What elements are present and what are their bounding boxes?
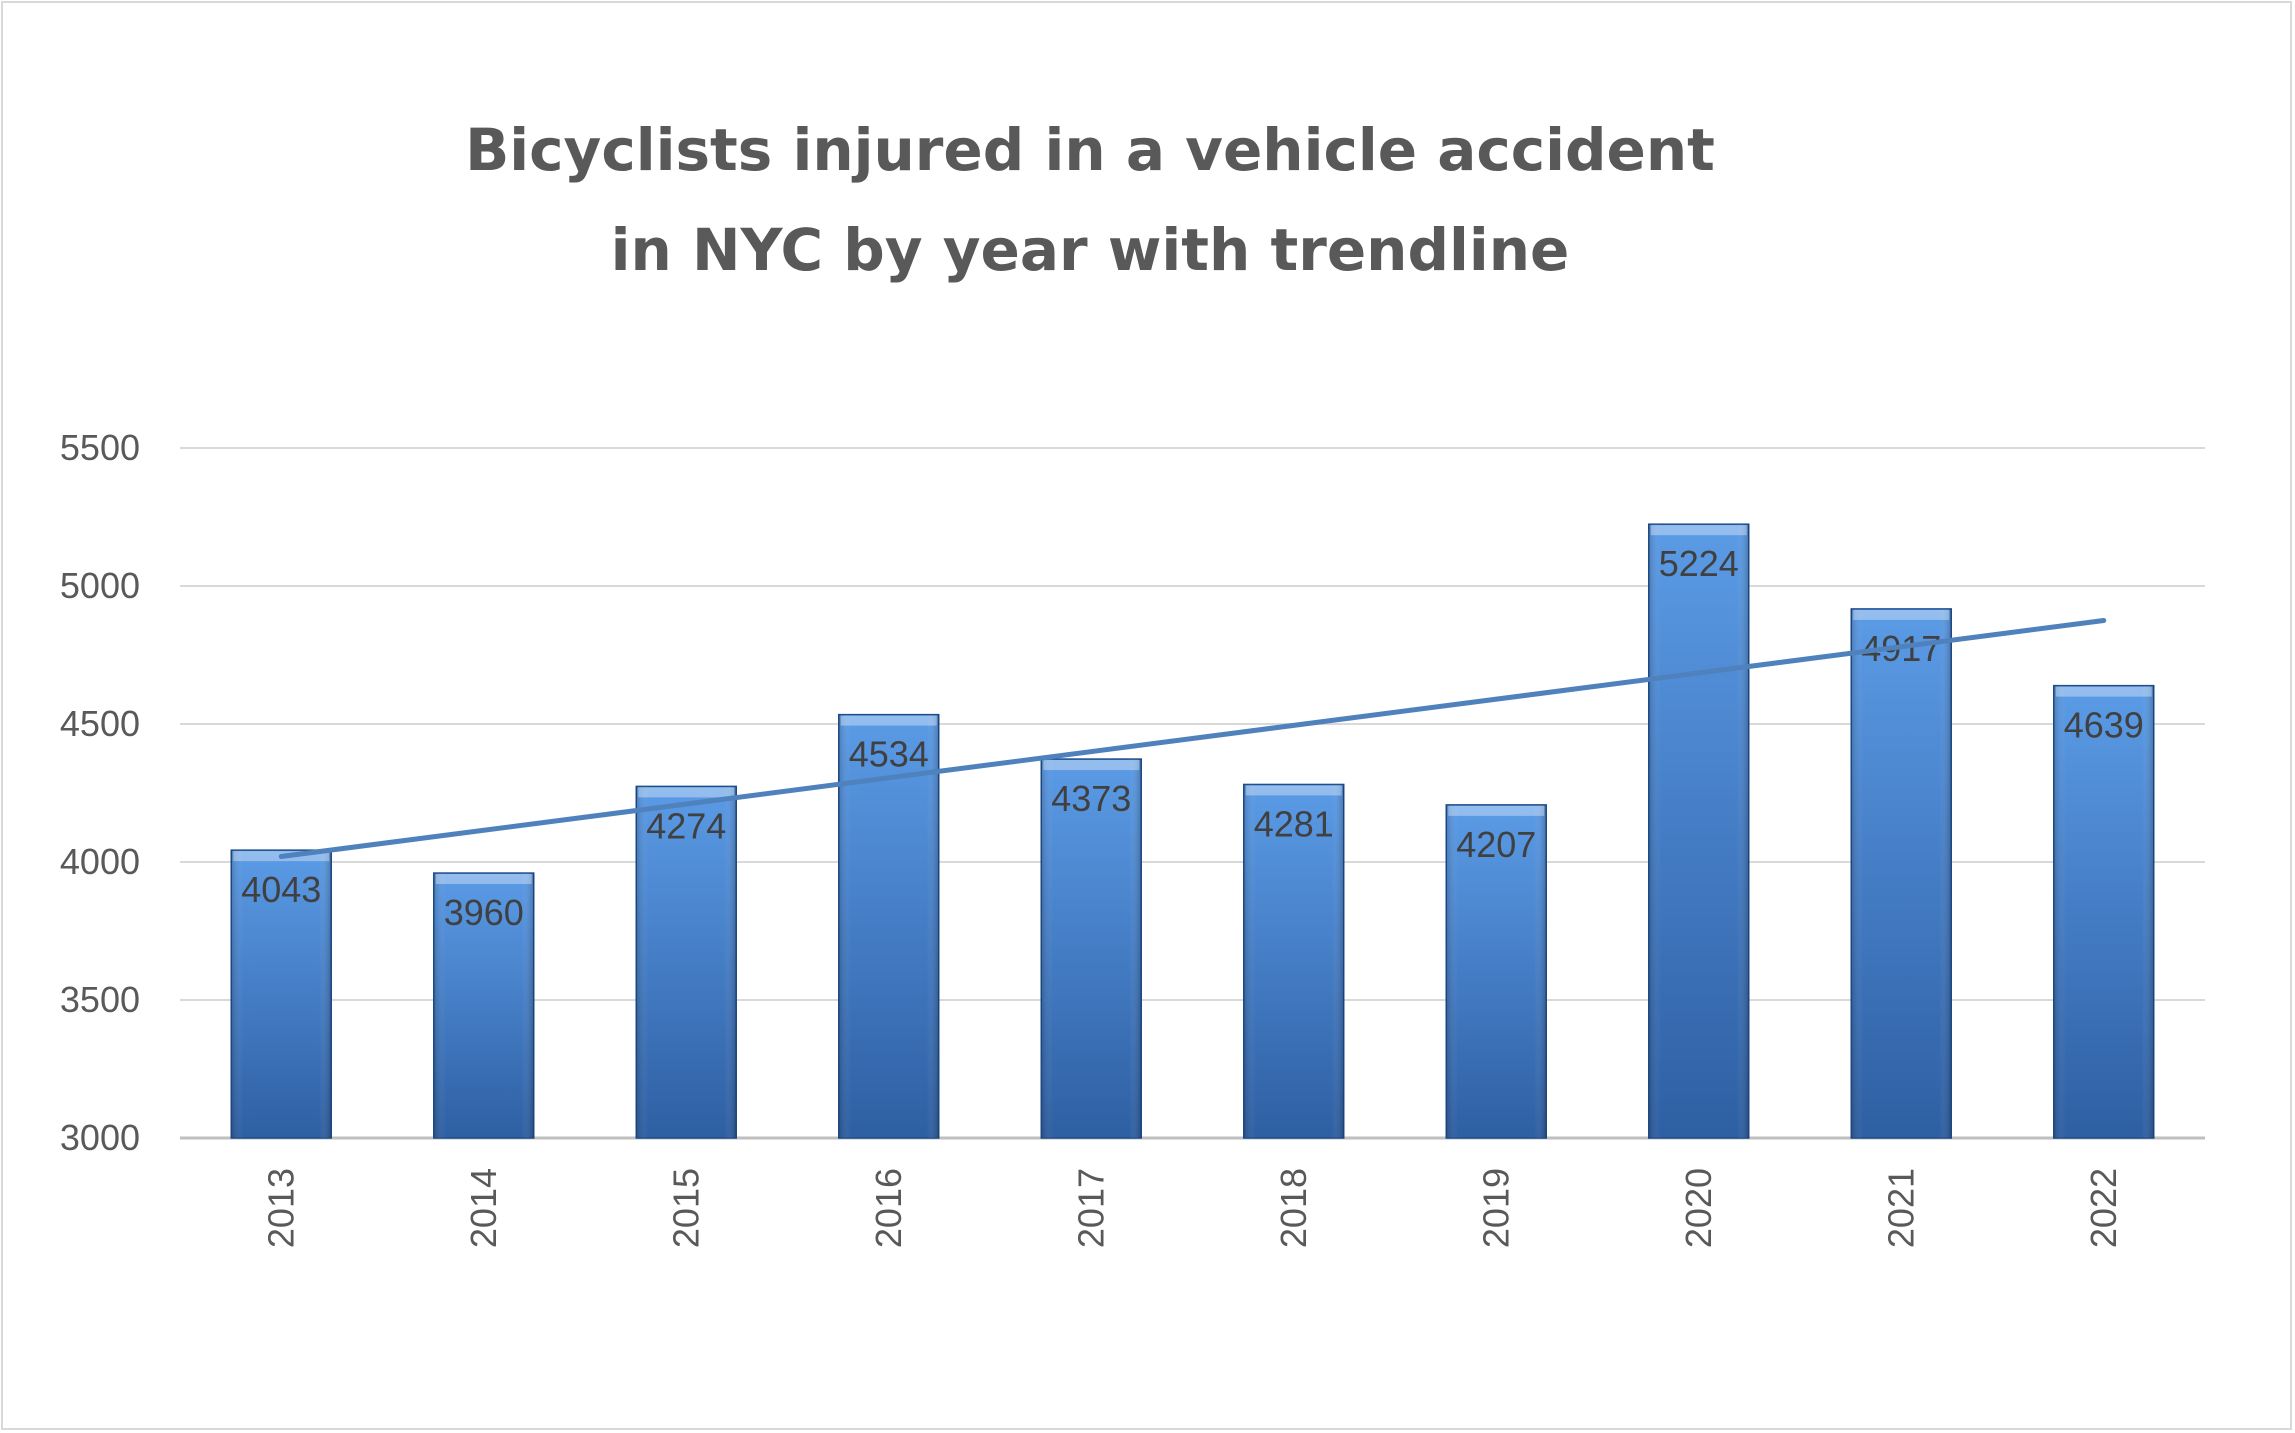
y-tick-label: 4000	[60, 841, 140, 882]
data-label-2020: 5224	[1659, 543, 1739, 584]
data-label-2017: 4373	[1051, 778, 1131, 819]
data-label-2019: 4207	[1456, 824, 1536, 865]
bar-highlight	[1448, 805, 1545, 816]
trendline-line	[278, 618, 2107, 859]
x-tick-label: 2013	[260, 1168, 301, 1248]
chart-title: Bicyclists injured in a vehicle accident…	[0, 100, 2180, 300]
trendline	[278, 618, 2107, 859]
data-label-2022: 4639	[2064, 705, 2144, 746]
data-label-2014: 3960	[444, 892, 524, 933]
bar-highlight	[1043, 760, 1140, 771]
y-tick-label: 5500	[60, 427, 140, 468]
x-tick-label: 2020	[1678, 1168, 1719, 1248]
y-tick-label: 5000	[60, 565, 140, 606]
data-label-2018: 4281	[1254, 803, 1334, 844]
bar-highlight	[638, 787, 735, 798]
bar-highlight	[435, 874, 532, 885]
bar-shading	[1648, 524, 1749, 1138]
y-tick-label: 3000	[60, 1117, 140, 1158]
x-tick-label: 2019	[1475, 1168, 1516, 1248]
x-axis-tick-labels: 2013 2014 2015 2016 2017 2018 2019 2020 2021 2022	[260, 1168, 2124, 1248]
bar-shading	[1446, 804, 1547, 1138]
bar-shading	[1243, 784, 1344, 1138]
chart-title-line-1: Bicyclists injured in a vehicle accident	[465, 116, 1715, 184]
bar-highlight	[1853, 609, 1950, 620]
bar-shading	[231, 850, 332, 1138]
bar-highlight	[840, 715, 937, 726]
data-label-2013: 4043	[241, 869, 321, 910]
x-tick-label: 2015	[665, 1168, 706, 1248]
chart-title-line-2: in NYC by year with trendline	[610, 216, 1570, 284]
bar-highlight	[1650, 525, 1747, 536]
y-tick-label: 3500	[60, 979, 140, 1020]
x-tick-label: 2014	[463, 1168, 504, 1248]
x-tick-label: 2022	[2083, 1168, 2124, 1248]
x-tick-label: 2016	[868, 1168, 909, 1248]
bars	[230, 523, 2155, 1139]
bar-shading	[2053, 685, 2154, 1138]
y-axis-tick-labels: 3000 3500 4000 4500 5000 5500	[60, 427, 140, 1158]
bar-shading	[636, 786, 737, 1138]
y-tick-label: 4500	[60, 703, 140, 744]
bar-highlight	[2055, 686, 2152, 697]
x-tick-label: 2017	[1070, 1168, 1111, 1248]
x-tick-label: 2018	[1273, 1168, 1314, 1248]
data-label-2015: 4274	[646, 805, 726, 846]
data-labels: 4043396042744534437342814207522449174639	[241, 543, 2144, 933]
bar-shading	[433, 873, 534, 1138]
data-label-2016: 4534	[849, 734, 929, 775]
bar-shading	[1041, 759, 1142, 1138]
bar-shading	[838, 714, 939, 1138]
x-tick-label: 2021	[1880, 1168, 1921, 1248]
bar-highlight	[1245, 785, 1342, 796]
bar-shading	[1851, 608, 1952, 1138]
